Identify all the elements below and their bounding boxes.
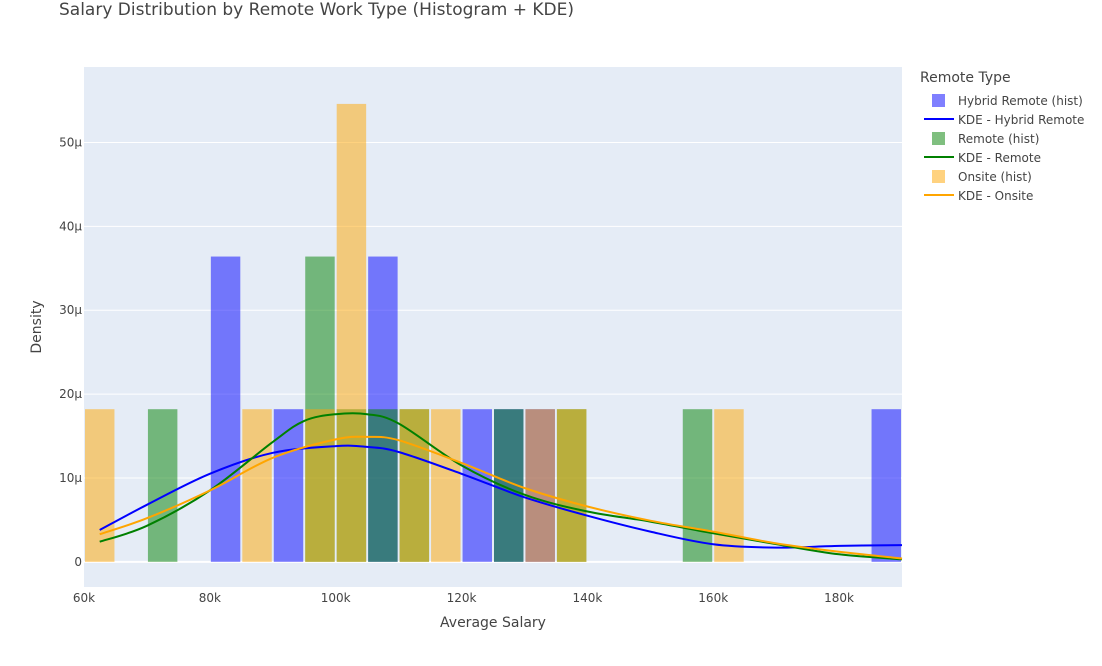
plot-background (84, 67, 902, 587)
kde-line[interactable] (99, 412, 903, 561)
histogram-bar[interactable] (556, 409, 587, 562)
legend-label: KDE - Remote (958, 150, 1041, 165)
chart-title: Salary Distribution by Remote Work Type … (59, 0, 575, 20)
legend-item[interactable]: Onsite (hist) (920, 167, 1084, 186)
legend-square-swatch (920, 91, 958, 110)
histogram-bar[interactable] (368, 409, 398, 562)
kde-line[interactable] (99, 444, 903, 549)
legend-line-swatch (920, 186, 958, 205)
legend-label: Remote (hist) (958, 131, 1040, 146)
legend-item[interactable]: Hybrid Remote (hist) (920, 91, 1084, 110)
legend-square-swatch (920, 167, 958, 186)
y-tick-label: 10μ (59, 471, 82, 485)
histogram-bar[interactable] (525, 409, 555, 562)
histogram-bar[interactable] (85, 409, 115, 562)
histogram-bar[interactable] (431, 409, 461, 562)
x-axis-ticks: 60k 80k 100k 120k 140k 160k 180k (73, 591, 854, 605)
histogram-bar[interactable] (242, 409, 272, 562)
histogram-bar[interactable] (273, 409, 304, 562)
histogram-bar[interactable] (399, 409, 430, 562)
y-axis-ticks: 0 10μ 20μ 30μ 40μ 50μ (59, 135, 82, 568)
legend-square-swatch (920, 129, 958, 148)
histogram-bar[interactable] (210, 256, 241, 562)
x-tick-label: 100k (321, 591, 351, 605)
histogram-bar[interactable] (305, 409, 335, 562)
x-axis-label: Average Salary (440, 615, 546, 631)
histogram-bar[interactable] (714, 409, 744, 562)
y-tick-label: 40μ (59, 219, 82, 233)
histogram-bar[interactable] (462, 409, 492, 562)
histogram-bars (85, 103, 901, 562)
y-tick-label: 50μ (59, 135, 82, 149)
histogram-bar[interactable] (147, 409, 178, 562)
legend-item[interactable]: KDE - Hybrid Remote (920, 110, 1084, 129)
x-tick-label: 60k (73, 591, 95, 605)
y-tick-label: 0 (74, 555, 82, 569)
y-axis-label: Density (29, 300, 45, 353)
legend-item[interactable]: KDE - Remote (920, 148, 1084, 167)
legend-title: Remote Type (920, 70, 1011, 86)
x-tick-label: 80k (199, 591, 221, 605)
kde-lines (99, 412, 903, 561)
legend-label: Onsite (hist) (958, 169, 1032, 184)
x-tick-label: 120k (447, 591, 477, 605)
legend-line-swatch (920, 148, 958, 167)
legend-label: Hybrid Remote (hist) (958, 93, 1083, 108)
histogram-bar[interactable] (682, 409, 713, 562)
legend-line-swatch (920, 110, 958, 129)
legend-label: KDE - Onsite (958, 188, 1034, 203)
x-tick-label: 160k (698, 591, 728, 605)
legend-label: KDE - Hybrid Remote (958, 112, 1085, 127)
histogram-bar[interactable] (871, 409, 901, 562)
legend-item[interactable]: KDE - Onsite (920, 186, 1084, 205)
histogram-bar[interactable] (336, 103, 367, 562)
kde-line[interactable] (99, 435, 903, 560)
x-tick-label: 140k (572, 591, 602, 605)
legend-item[interactable]: Remote (hist) (920, 129, 1084, 148)
y-tick-label: 30μ (59, 303, 82, 317)
legend[interactable]: Remote Type Hybrid Remote (hist) KDE - Hy… (920, 70, 1084, 205)
y-tick-label: 20μ (59, 387, 82, 401)
legend-items: Hybrid Remote (hist) KDE - Hybrid Remote R… (920, 91, 1084, 205)
x-tick-label: 180k (824, 591, 854, 605)
